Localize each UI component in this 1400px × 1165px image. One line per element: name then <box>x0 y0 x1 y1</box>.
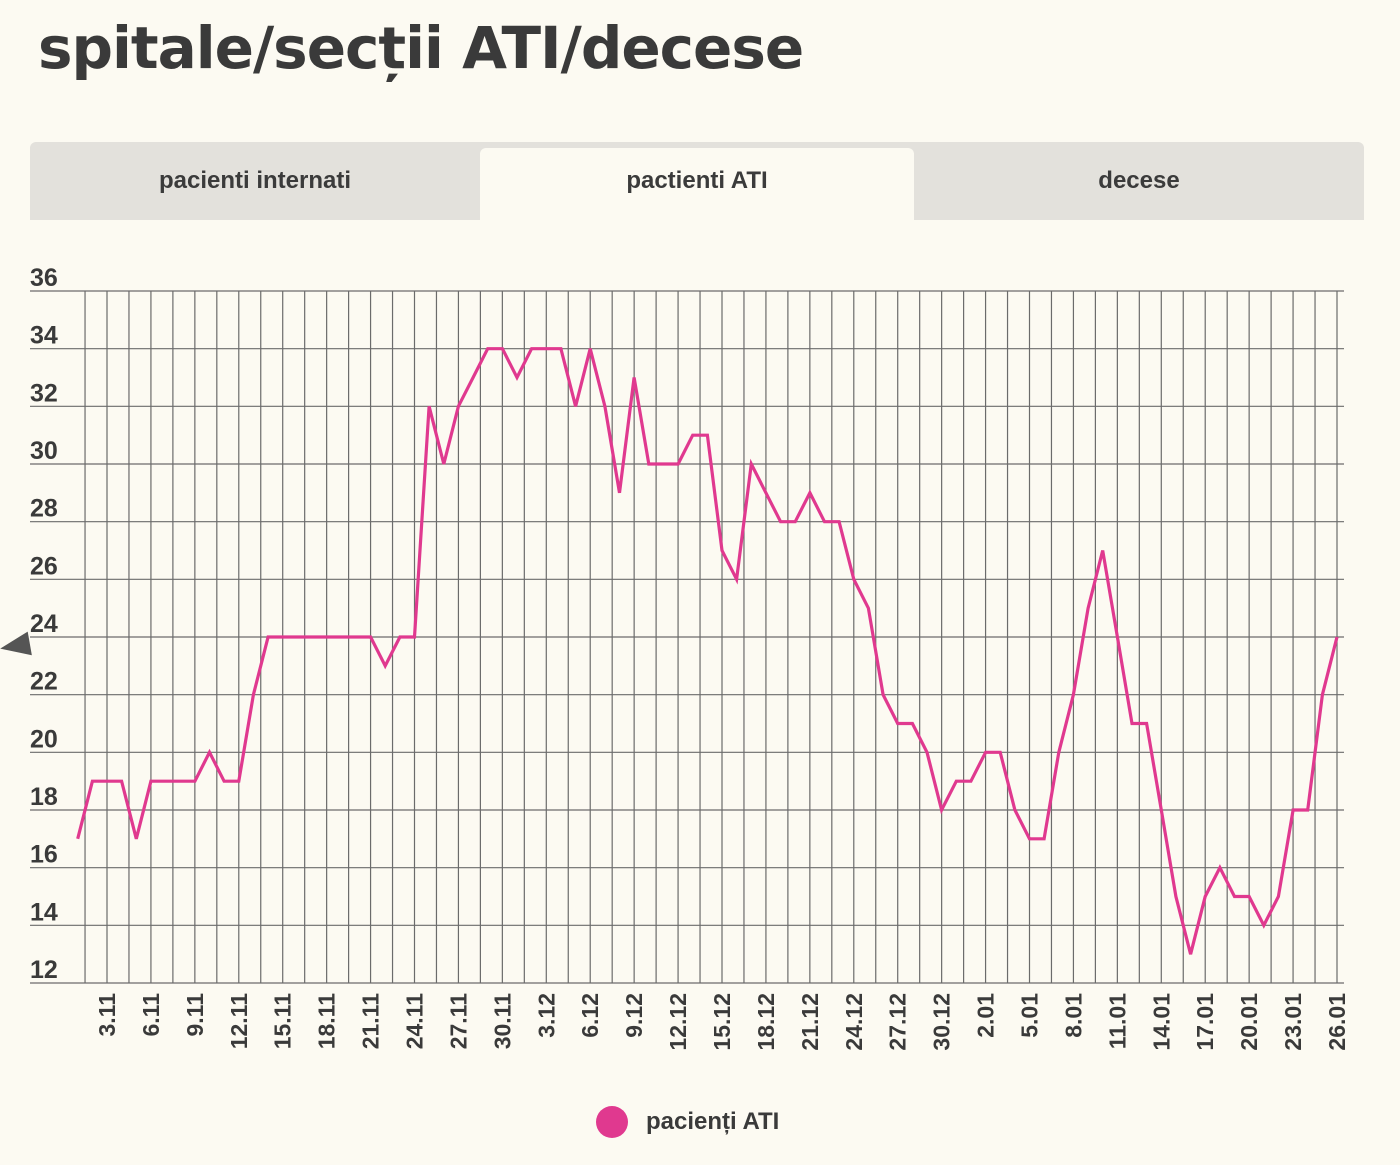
x-tick-label: 14.01 <box>1148 993 1174 1051</box>
series-layer <box>76 347 1339 955</box>
y-axis-ticks: 12 14 16 18 20 22 24 26 28 30 32 34 36 <box>30 264 58 984</box>
x-tick-label: 26.01 <box>1324 993 1350 1051</box>
y-tick-label: 30 <box>30 437 58 465</box>
x-tick-label: 3.12 <box>533 993 559 1038</box>
x-tick-label: 15.12 <box>709 993 735 1051</box>
page-title: spitale/secții ATI/decese <box>38 14 804 82</box>
x-tick-label: 5.01 <box>1017 993 1043 1038</box>
tab-decese[interactable]: decese <box>1098 167 1180 194</box>
y-tick-label: 36 <box>30 264 58 292</box>
x-tick-label: 27.12 <box>885 993 911 1051</box>
x-tick-label: 18.11 <box>314 993 340 1049</box>
x-tick-label: 27.11 <box>445 993 471 1049</box>
x-tick-label: 30.11 <box>489 993 515 1049</box>
x-tick-label: 12.12 <box>665 993 691 1051</box>
y-tick-label: 34 <box>30 322 58 350</box>
x-tick-label: 24.12 <box>841 993 867 1051</box>
x-tick-label: 11.01 <box>1104 993 1130 1049</box>
x-axis-ticks: 3.11 6.11 9.11 12.11 15.11 18.11 21.11 24.11 27.… <box>94 993 1350 1051</box>
y-tick-label: 22 <box>30 668 58 696</box>
x-tick-label: 9.12 <box>621 993 647 1038</box>
tab-pacienti-ati[interactable]: pactienti ATI <box>480 148 914 220</box>
y-tick-label: 26 <box>30 552 58 580</box>
x-tick-label: 30.12 <box>929 993 955 1051</box>
x-tick-label: 24.11 <box>402 993 428 1049</box>
x-tick-label: 18.12 <box>753 993 779 1051</box>
x-tick-label: 6.12 <box>577 993 603 1038</box>
legend-label: pacienți ATI <box>646 1108 780 1135</box>
y-tick-label: 32 <box>30 379 58 407</box>
x-tick-label: 8.01 <box>1060 993 1086 1038</box>
y-tick-label: 16 <box>30 841 58 869</box>
x-tick-label: 12.11 <box>226 993 252 1049</box>
x-tick-label: 2.01 <box>973 993 999 1038</box>
x-tick-label: 17.01 <box>1192 993 1218 1051</box>
x-tick-label: 3.11 <box>94 993 120 1037</box>
chart-grid <box>30 290 1344 984</box>
y-tick-label: 24 <box>30 610 58 638</box>
series-line-pacienti-ati <box>76 347 1339 955</box>
legend: pacienți ATI <box>596 1106 779 1138</box>
tab-bar: pacienti internati pactienti ATI decese <box>30 142 1364 220</box>
x-tick-label: 9.11 <box>182 993 208 1037</box>
y-tick-label: 14 <box>30 898 58 926</box>
x-tick-label: 21.11 <box>358 993 384 1049</box>
x-tick-label: 21.12 <box>797 993 823 1051</box>
y-tick-label: 28 <box>30 495 58 523</box>
y-tick-label: 20 <box>30 725 58 753</box>
x-tick-label: 23.01 <box>1280 993 1306 1051</box>
x-tick-label: 6.11 <box>138 993 164 1037</box>
legend-swatch <box>596 1106 628 1138</box>
y-tick-label: 12 <box>30 956 58 984</box>
x-tick-label: 20.01 <box>1236 993 1262 1051</box>
y-tick-label: 18 <box>30 783 58 811</box>
tab-pacienti-internati[interactable]: pacienti internati <box>158 167 352 194</box>
x-tick-label: 15.11 <box>270 993 296 1049</box>
